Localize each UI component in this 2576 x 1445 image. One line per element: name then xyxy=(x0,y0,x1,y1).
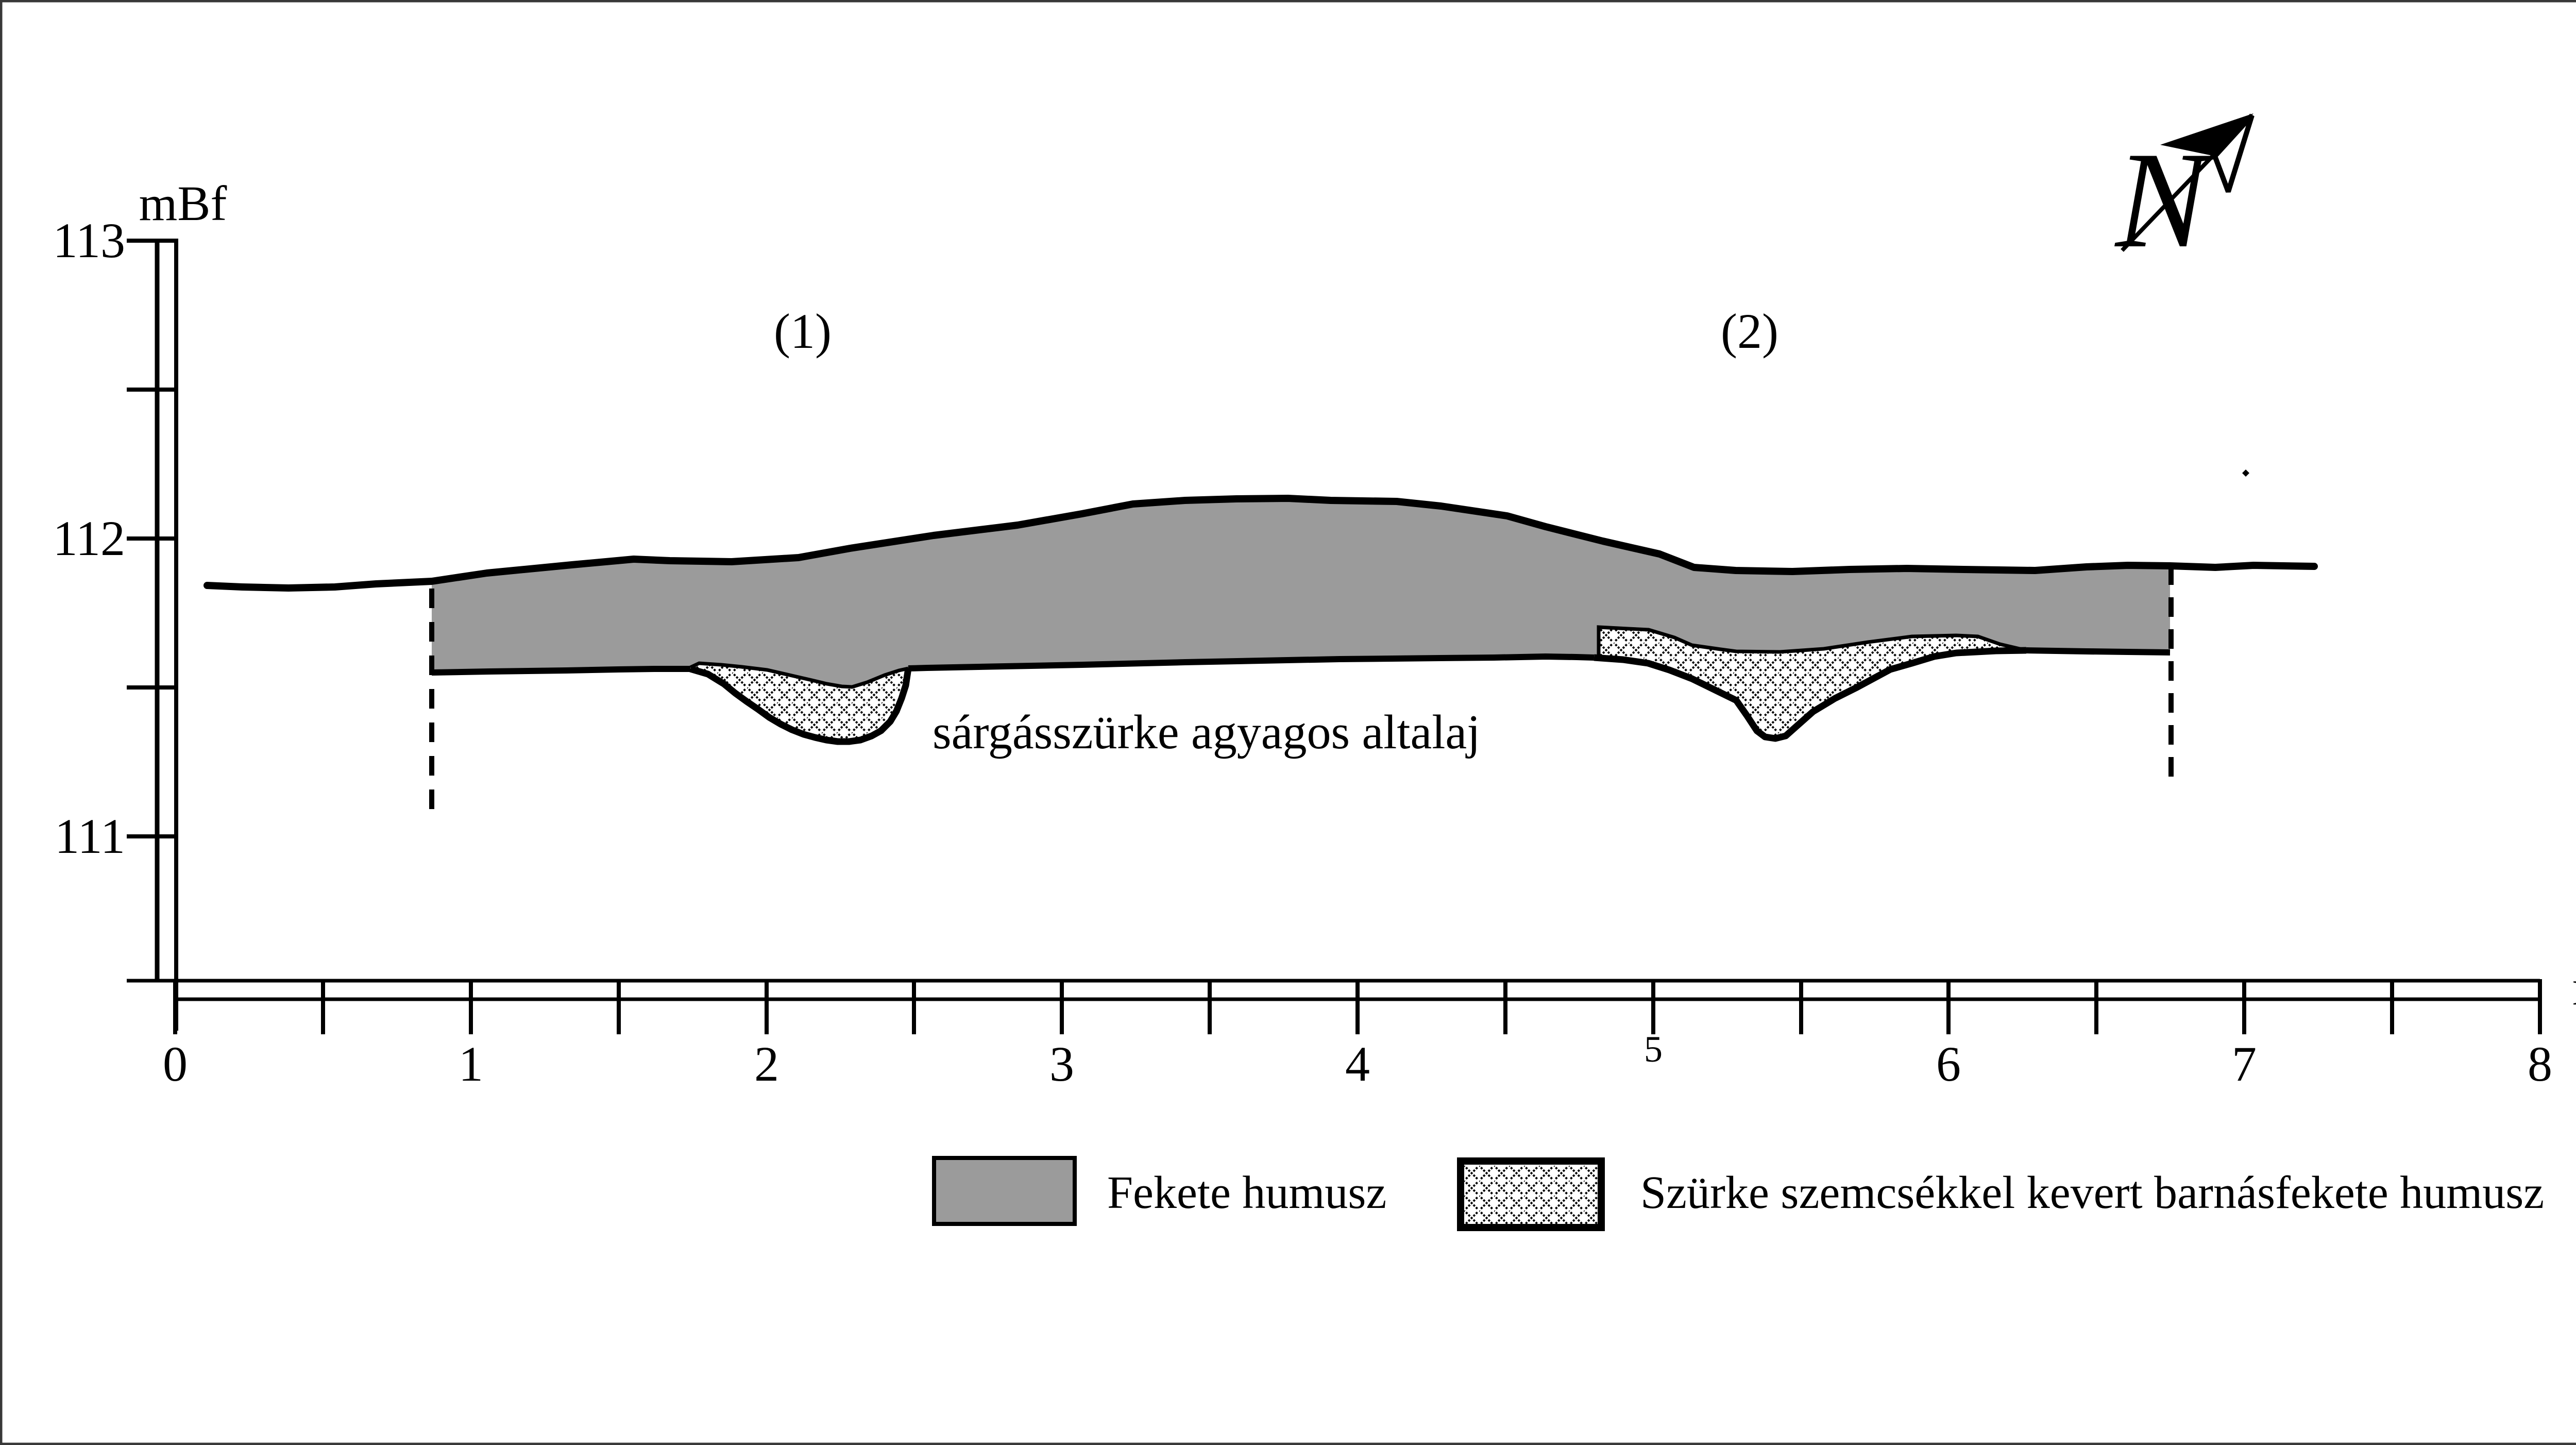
svg-text:113: 113 xyxy=(53,213,125,268)
svg-text:sárgásszürke agyagos altalaj: sárgásszürke agyagos altalaj xyxy=(933,705,1480,759)
svg-text:7: 7 xyxy=(2232,1036,2257,1091)
svg-text:2: 2 xyxy=(754,1036,779,1091)
svg-text:N: N xyxy=(2113,123,2215,276)
svg-text:mBf: mBf xyxy=(139,176,227,231)
svg-text:m: m xyxy=(2572,960,2576,1016)
svg-text:6: 6 xyxy=(1936,1036,1961,1091)
svg-text:5: 5 xyxy=(1644,1029,1663,1070)
svg-text:1: 1 xyxy=(459,1036,483,1091)
svg-text:111: 111 xyxy=(55,809,125,864)
svg-text:3: 3 xyxy=(1049,1036,1074,1091)
svg-text:0: 0 xyxy=(163,1036,188,1091)
svg-text:Szürke szemcsékkel kevert barn: Szürke szemcsékkel kevert barnásfekete h… xyxy=(1640,1167,2544,1218)
svg-text:8: 8 xyxy=(2528,1036,2552,1091)
svg-text:4: 4 xyxy=(1345,1036,1370,1091)
svg-text:112: 112 xyxy=(53,511,125,566)
svg-text:(1): (1) xyxy=(774,304,832,359)
svg-text:(2): (2) xyxy=(1721,304,1778,359)
svg-text:Fekete humusz: Fekete humusz xyxy=(1107,1167,1386,1218)
